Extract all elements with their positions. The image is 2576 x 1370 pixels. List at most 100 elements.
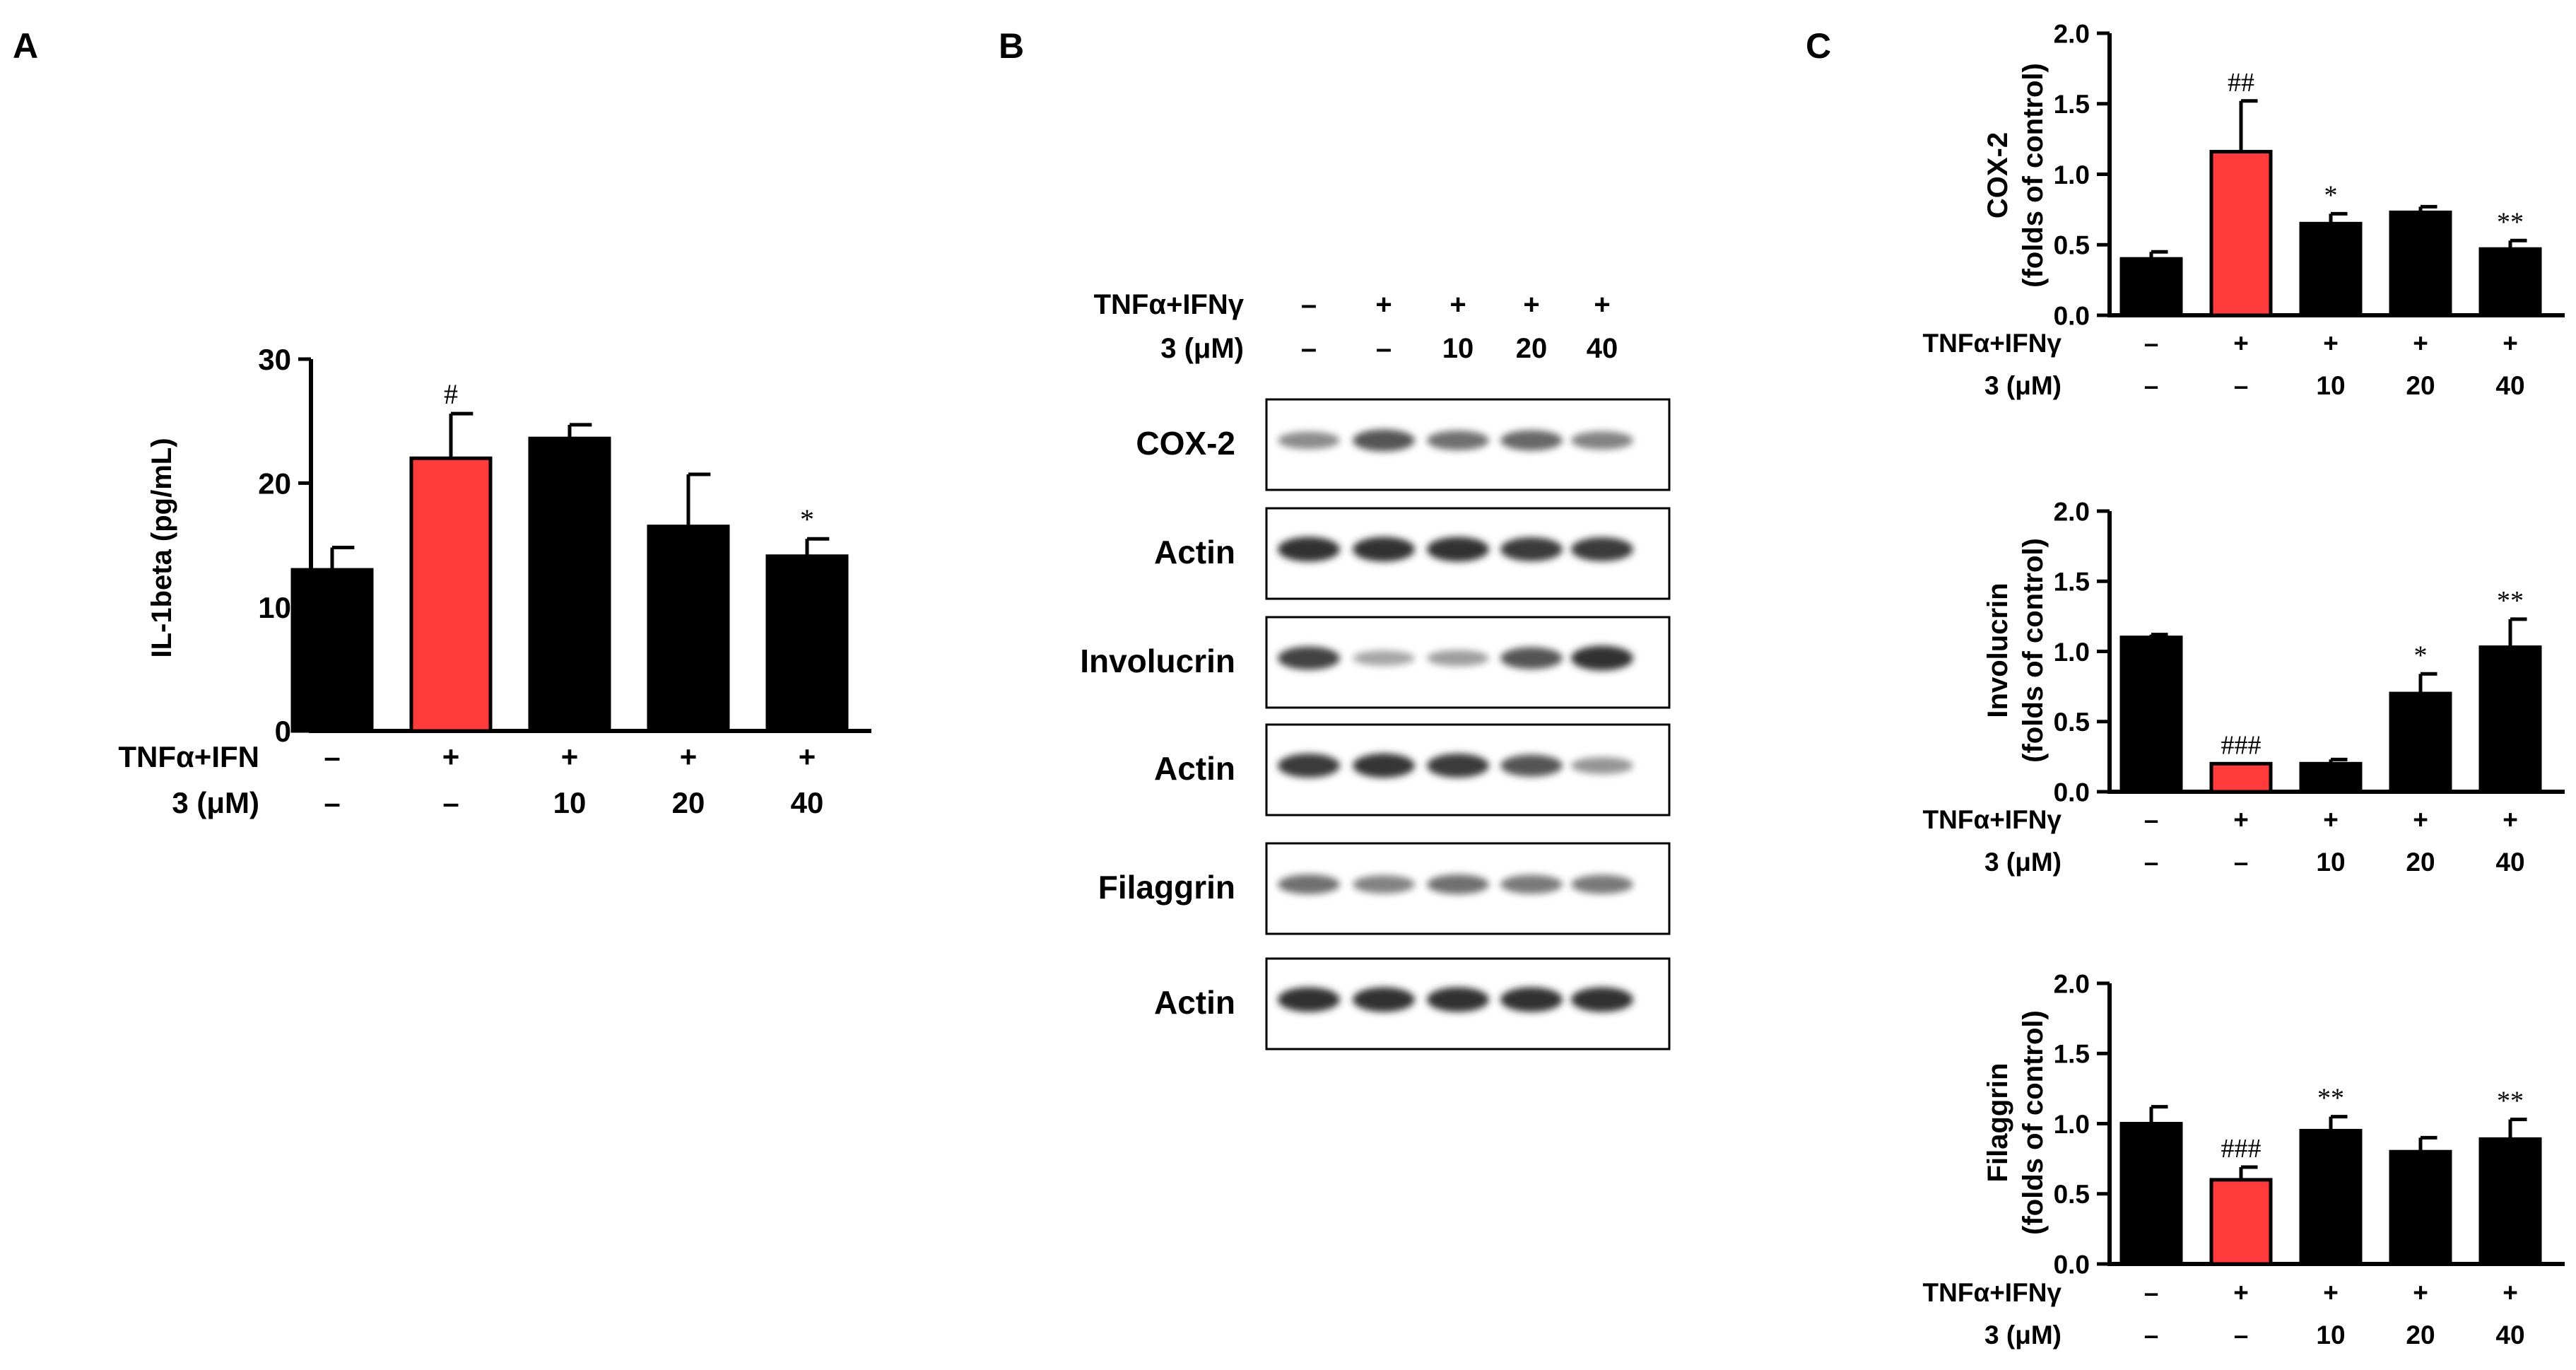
blot-band [1500, 647, 1563, 669]
y-axis-label: Involucrin (folds of control) [1982, 538, 2049, 763]
y-tick-label: 0.0 [2054, 301, 2090, 330]
significance-label: * [2324, 180, 2338, 210]
blot-band-label: Actin [1154, 750, 1235, 787]
western-blot: TNFα+IFNγ – + + + +3 (μM) – – 10 20 40 COX-2 Actin In… [1080, 289, 1671, 1050]
bar [2119, 257, 2183, 317]
blot-condition-value: – [1301, 289, 1317, 320]
condition-row-label: 3 (μM) [1984, 848, 2062, 877]
blot-band [1500, 987, 1563, 1012]
significance-label: ** [2497, 586, 2524, 616]
condition-value: + [2323, 329, 2339, 358]
y-tick-label: 1.5 [2054, 1040, 2090, 1069]
panel-label-a: A [13, 26, 38, 66]
bar [2209, 150, 2273, 317]
blot-band [1500, 537, 1563, 561]
significance-label: * [800, 503, 814, 535]
condition-value: 40 [2495, 848, 2524, 877]
y-axis-label: COX-2 (folds of control) [1982, 63, 2049, 288]
condition-value: – [324, 740, 340, 773]
blot-band-label: Actin [1154, 534, 1235, 570]
condition-value: 20 [2406, 371, 2435, 400]
condition-row-label: 3 (μM) [172, 786, 259, 819]
significance-label: ** [2497, 207, 2524, 237]
blot-band [1427, 754, 1489, 778]
significance-label: ** [2317, 1084, 2344, 1113]
blot-band [1278, 646, 1340, 670]
bar [409, 456, 493, 733]
condition-value: + [2323, 1278, 2339, 1307]
blot-band [1427, 874, 1489, 894]
condition-value: 10 [2316, 848, 2345, 877]
y-axis-label-line: (folds of control) [2018, 63, 2049, 288]
y-tick-label: 1.5 [2054, 568, 2090, 597]
condition-value: – [2144, 1321, 2159, 1349]
y-axis-label-line: COX-2 [1982, 132, 2013, 218]
significance-label: ### [2221, 1134, 2262, 1164]
condition-value: 10 [553, 786, 587, 819]
bar [765, 554, 849, 733]
condition-value: + [799, 740, 816, 773]
condition-value: 20 [672, 786, 705, 819]
significance-label: # [444, 378, 458, 410]
condition-value: 20 [2406, 1321, 2435, 1349]
y-tick-label: 0.0 [2054, 778, 2090, 807]
blot-band [1278, 537, 1340, 562]
y-axis-label: Filaggrin (folds of control) [1982, 1010, 2049, 1235]
condition-value: – [2234, 848, 2249, 877]
y-tick-label: 30 [258, 343, 291, 376]
blot-band [1278, 987, 1340, 1012]
bar [528, 436, 611, 733]
y-tick-label: 2.0 [2054, 19, 2090, 48]
y-tick-label: 1.0 [2054, 1110, 2090, 1139]
condition-value: + [2233, 805, 2249, 834]
condition-row-label: TNFα+IFNγ [1923, 329, 2062, 358]
blot-condition-value: + [1375, 289, 1392, 320]
condition-row-label: TNFα+IFNγ [1923, 805, 2062, 834]
condition-row-label: TNFα+IFNγ [1923, 1278, 2062, 1307]
y-tick-label: 2.0 [2054, 497, 2090, 526]
blot-band [1427, 987, 1489, 1012]
condition-value: 20 [2406, 848, 2435, 877]
condition-value: – [2144, 329, 2159, 358]
blot-condition-value: 10 [1442, 333, 1474, 364]
condition-value: 10 [2316, 1321, 2345, 1349]
condition-value: + [2413, 329, 2428, 358]
condition-value: – [2144, 1278, 2159, 1307]
y-tick-label: 0 [275, 715, 291, 748]
y-axis-label-line: Involucrin [1982, 582, 2013, 718]
significance-label: * [2414, 640, 2428, 670]
condition-value: – [442, 786, 459, 819]
bar [2389, 210, 2452, 317]
condition-value: + [2503, 1278, 2518, 1307]
y-tick-label: 1.0 [2054, 638, 2090, 667]
blot-band [1353, 650, 1415, 666]
bar [2119, 1122, 2183, 1266]
condition-value: 40 [2495, 371, 2524, 400]
blot-band [1278, 431, 1340, 450]
bar [2478, 1137, 2542, 1266]
y-tick-label: 0.5 [2054, 231, 2090, 260]
panel-label-c: C [1806, 26, 1831, 66]
blot-condition-value: 20 [1516, 333, 1548, 364]
y-axis-label-line: Filaggrin [1982, 1063, 2013, 1183]
bar [2299, 1128, 2363, 1266]
blot-condition-value: + [1523, 289, 1539, 320]
condition-value: + [561, 740, 579, 773]
blot-band-label: Filaggrin [1098, 869, 1235, 906]
condition-value: + [2503, 805, 2518, 834]
blot-band-label: COX-2 [1136, 425, 1235, 462]
blot-band [1571, 874, 1633, 894]
blot-band [1427, 537, 1489, 562]
y-axis-label-line: (folds of control) [2018, 1010, 2049, 1235]
condition-value: + [2413, 1278, 2428, 1307]
condition-row-label: 3 (μM) [1984, 371, 2062, 400]
significance-label: ** [2497, 1087, 2524, 1116]
condition-row-label: TNFα+IFN [118, 740, 259, 773]
y-tick-label: 10 [258, 591, 291, 624]
blot-band [1571, 431, 1633, 450]
blot-condition-value: – [1376, 333, 1392, 364]
